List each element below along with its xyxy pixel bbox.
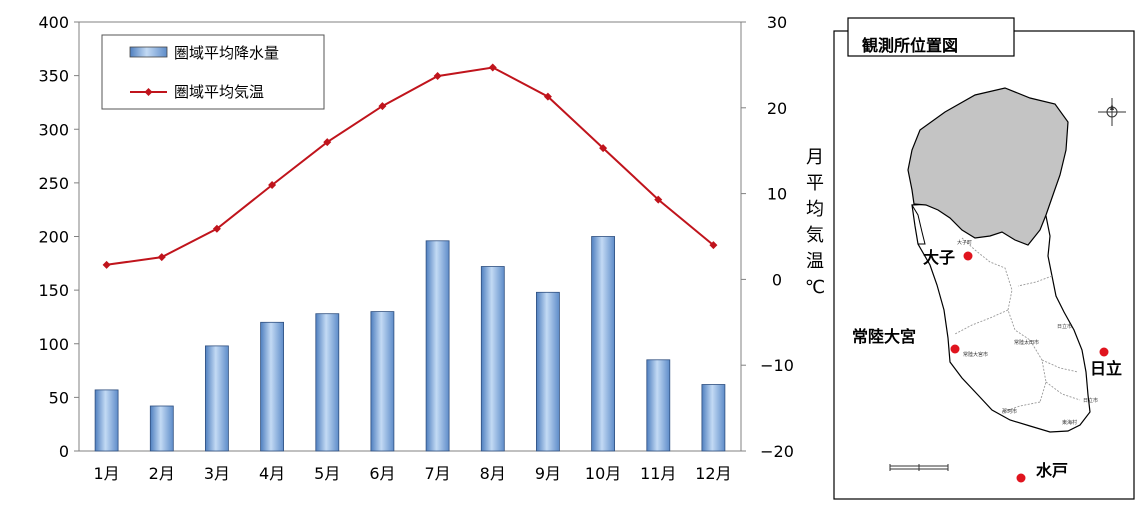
map-small-label: 常陸太田市 [1014, 339, 1039, 346]
bar [646, 359, 671, 452]
station-label-mito: 水戸 [1036, 461, 1068, 480]
right-tick-label: −10 [760, 356, 794, 375]
compass-icon [1098, 98, 1126, 126]
map-small-label: 東海村 [1062, 419, 1077, 426]
station-marker-mito [1016, 473, 1026, 483]
x-tick-label: 12月 [695, 464, 731, 483]
temperature-point [212, 224, 221, 233]
x-tick-label: 2月 [149, 464, 175, 483]
legend-bar-swatch [129, 46, 168, 58]
x-axis-ticks: 1月 2月 3月 4月 5月 6月 7月 8月 9月 10月 11月 12月 [93, 464, 731, 483]
left-tick-label: 50 [49, 388, 69, 407]
left-tick-label: 350 [38, 67, 69, 86]
scale-bar-icon [889, 464, 949, 471]
map-title: 観測所位置図 [862, 36, 958, 55]
temperature-point [102, 260, 111, 269]
bar [536, 291, 560, 452]
bar [591, 236, 615, 452]
station-label-hitachiomiya: 常陸大宮 [852, 327, 916, 346]
bar [204, 345, 229, 452]
temperature-line-layer [102, 63, 718, 269]
bar [315, 313, 340, 452]
bar [149, 405, 174, 452]
left-tick-label: 200 [38, 228, 69, 247]
x-tick-label: 6月 [369, 464, 395, 483]
legend-label-precipitation: 圏域平均降水量 [174, 44, 279, 62]
station-marker-daigo [963, 251, 973, 261]
west-edge [911, 204, 926, 245]
left-tick-label: 400 [38, 13, 69, 32]
map-small-label: 那珂市 [1002, 408, 1017, 415]
right-axis-label-char: 気 [806, 225, 824, 246]
left-tick-label: 250 [38, 174, 69, 193]
map-small-label: 日立市 [1057, 323, 1072, 330]
map-small-label: 常陸大宮市 [963, 351, 988, 358]
right-axis-label-char: 温 [806, 251, 824, 272]
bar [425, 240, 450, 452]
left-axis-ticks: 0 50 100 150 200 250 300 350 400 [38, 13, 79, 461]
right-axis-label-char: 平 [806, 173, 824, 194]
precipitation-bars [94, 236, 726, 452]
left-tick-label: 300 [38, 120, 69, 139]
temperature-point [378, 102, 387, 111]
temperature-point [268, 181, 277, 190]
x-tick-label: 10月 [585, 464, 621, 483]
temperature-point [323, 138, 332, 147]
bar [370, 311, 395, 452]
temperature-point [157, 253, 166, 262]
temperature-point [543, 92, 552, 101]
legend: 圏域平均降水量 圏域平均気温 [101, 34, 325, 110]
temperature-line [106, 66, 715, 266]
x-tick-label: 4月 [259, 464, 285, 483]
right-tick-label: 10 [767, 185, 787, 204]
right-tick-label: −20 [760, 442, 794, 461]
right-axis-label-char: 均 [806, 199, 824, 220]
legend-label-temperature: 圏域平均気温 [174, 83, 264, 101]
temperature-point [433, 72, 442, 81]
right-axis-label-char: ℃ [805, 277, 825, 298]
right-tick-label: 30 [767, 13, 787, 32]
left-tick-label: 100 [38, 335, 69, 354]
right-axis-label-char: 月 [806, 147, 824, 168]
shaded-area [907, 87, 1069, 246]
bar [701, 384, 726, 452]
map-small-label: 日立市 [1083, 397, 1098, 404]
right-tick-label: 0 [772, 270, 782, 289]
right-tick-label: 20 [767, 99, 787, 118]
legend-line-marker [144, 88, 153, 96]
x-tick-label: 8月 [480, 464, 506, 483]
internal-boundaries [954, 237, 1081, 413]
bar [94, 389, 119, 452]
station-label-hitachi: 日立 [1090, 359, 1122, 378]
temperature-point [599, 144, 608, 153]
temperature-point [654, 195, 663, 204]
left-tick-label: 0 [59, 442, 69, 461]
x-tick-label: 1月 [93, 464, 119, 483]
station-marker-hitachi [1099, 347, 1109, 357]
right-axis-ticks: −20 −10 0 10 20 30 [741, 13, 794, 461]
bar [260, 321, 285, 452]
station-label-daigo: 大子 [923, 248, 955, 267]
x-tick-label: 9月 [535, 464, 561, 483]
temperature-point [709, 241, 718, 250]
temperature-point [488, 63, 497, 72]
map-title-box [847, 17, 1015, 57]
x-tick-label: 11月 [640, 464, 676, 483]
x-tick-label: 7月 [424, 464, 450, 483]
map-small-label: 大子町 [957, 239, 972, 246]
x-tick-label: 5月 [314, 464, 340, 483]
left-tick-label: 150 [38, 281, 69, 300]
bar [480, 266, 505, 452]
x-tick-label: 3月 [204, 464, 230, 483]
station-map: 観測所位置図 大子町 常陸太田市 常陸大宮市 日立市 那珂市 日立市 東海村 大… [833, 17, 1135, 500]
station-marker-hitachiomiya [950, 344, 960, 354]
